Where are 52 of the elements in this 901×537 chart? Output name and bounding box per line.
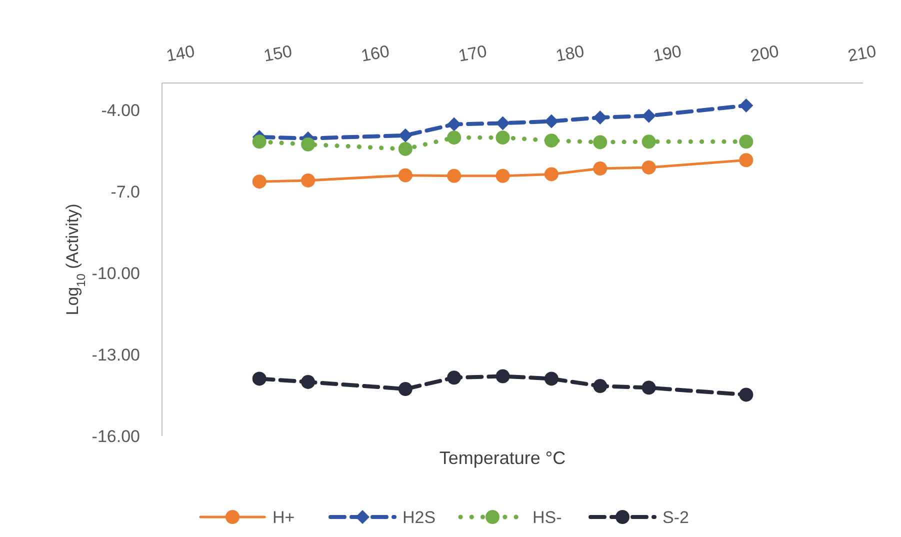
point — [301, 173, 316, 188]
point — [642, 380, 656, 395]
y-tick-label: -7.0 — [110, 182, 140, 202]
point — [739, 388, 754, 402]
y-tick-label: -16.00 — [92, 426, 140, 446]
point — [642, 160, 656, 174]
point — [496, 369, 510, 384]
legend-label: H2S — [402, 508, 436, 527]
point — [398, 382, 412, 396]
x-tick-label: 180 — [554, 42, 586, 66]
point — [496, 168, 510, 183]
x-tick-label: 150 — [262, 42, 294, 66]
point — [739, 153, 754, 168]
point — [544, 372, 558, 386]
point — [252, 134, 266, 149]
point — [447, 370, 462, 385]
point — [496, 116, 510, 130]
point — [398, 128, 412, 142]
point — [398, 168, 412, 182]
point — [301, 374, 316, 389]
legend-label: H+ — [272, 508, 295, 527]
point — [398, 142, 412, 156]
x-tick-label: 160 — [360, 42, 391, 66]
legend-label: S-2 — [662, 508, 689, 527]
point — [447, 168, 462, 183]
point — [642, 134, 656, 149]
point — [447, 130, 462, 145]
x-tick-label: 190 — [652, 42, 683, 66]
point — [739, 134, 754, 149]
y-tick-label: -13.00 — [92, 345, 140, 364]
point — [642, 108, 656, 123]
point — [301, 137, 316, 152]
y-tick-label: -4.00 — [101, 101, 140, 120]
x-tick-label: 170 — [456, 42, 488, 66]
point — [252, 174, 266, 189]
point — [544, 134, 558, 148]
point — [544, 114, 558, 128]
legend-label: HS- — [532, 508, 562, 527]
x-tick-label: 210 — [846, 42, 878, 66]
point — [739, 98, 754, 113]
point — [252, 372, 266, 386]
point — [496, 130, 510, 145]
point — [593, 135, 608, 150]
point — [544, 167, 558, 182]
x-tick-label: 140 — [164, 42, 196, 66]
point — [593, 162, 608, 176]
x-tick-label: 200 — [749, 42, 780, 66]
x-axis-title: Temperature °C — [439, 448, 566, 468]
point — [593, 379, 608, 394]
point — [447, 117, 462, 132]
y-tick-label: -10.00 — [92, 264, 140, 284]
point — [593, 110, 608, 124]
